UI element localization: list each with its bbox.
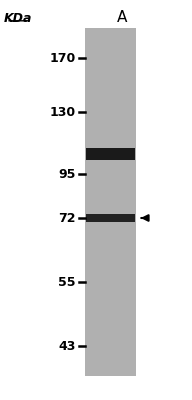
Bar (86, 214, 135, 222)
Text: 55: 55 (58, 276, 75, 288)
Text: 43: 43 (58, 340, 75, 352)
Text: A: A (117, 10, 127, 26)
Text: 170: 170 (49, 52, 75, 64)
Text: 72: 72 (58, 212, 75, 224)
Text: 95: 95 (58, 168, 75, 180)
Text: 130: 130 (49, 106, 75, 118)
FancyBboxPatch shape (85, 28, 136, 376)
Bar (86, 148, 135, 160)
Text: KDa: KDa (3, 12, 32, 24)
